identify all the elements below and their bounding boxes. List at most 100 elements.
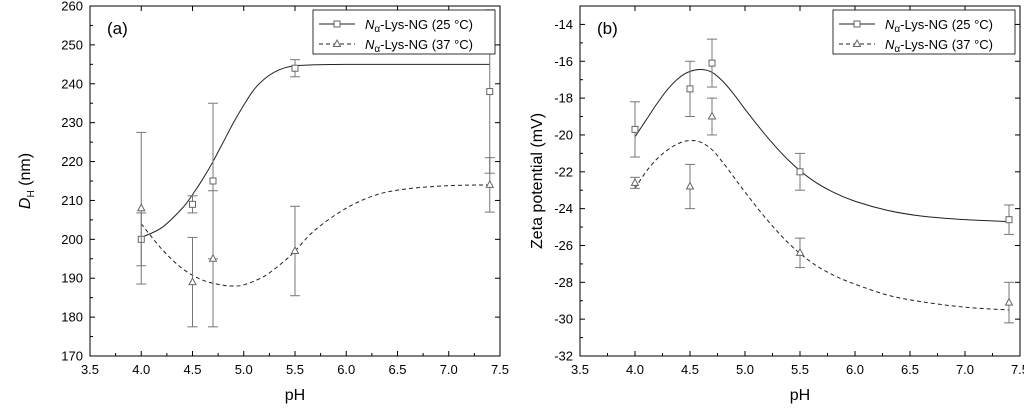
y-tick-label: -26 — [554, 238, 573, 253]
data-point-square — [631, 125, 639, 133]
data-point-triangle — [290, 245, 300, 254]
y-tick-label: -24 — [554, 201, 573, 216]
x-tick-label: 6.5 — [388, 362, 406, 377]
y-tick-label: 250 — [61, 37, 83, 52]
x-tick-label: 6.0 — [846, 362, 864, 377]
legend: Nα-Lys-NG (25 °C)Nα-Lys-NG (37 °C) — [312, 9, 496, 55]
data-point-triangle — [208, 253, 218, 262]
y-axis-title: Zeta potential (mV) — [529, 113, 546, 249]
data-point-square — [686, 85, 694, 93]
y-tick-label: -30 — [554, 312, 573, 327]
data-point-square — [291, 64, 299, 72]
legend-entry-label: Nα-Lys-NG (37 °C) — [885, 37, 993, 55]
y-tick-label: 240 — [61, 76, 83, 91]
y-tick-label: -14 — [554, 17, 573, 32]
data-point-square — [209, 177, 217, 185]
series-25c — [630, 38, 1014, 235]
y-tick-label: 200 — [61, 232, 83, 247]
data-point-triangle — [795, 247, 805, 256]
legend-entry-subscript: α — [894, 24, 900, 35]
legend-entry-subscript: α — [374, 24, 380, 35]
x-tick-label: 4.0 — [132, 362, 150, 377]
legend-entry-label: Nα-Lys-NG (37 °C) — [365, 37, 473, 55]
data-point-triangle — [188, 277, 197, 286]
x-tick-label: 3.5 — [81, 362, 99, 377]
legend-box — [312, 9, 496, 55]
chart-panel-a: 3.5 4.0 4.5 5.0 5.5 6.0 6.5 7.0 7.5 170 180 190 200 2… — [17, 0, 509, 404]
y-tick-label: 210 — [61, 193, 83, 208]
x-tick-label: 5.0 — [736, 362, 754, 377]
x-tick-label: 6.5 — [901, 362, 919, 377]
fit-curve — [634, 69, 1010, 223]
y-tick-label: -20 — [554, 127, 573, 142]
legend-marker-triangle — [852, 38, 862, 47]
y-axis-title-main: D — [17, 197, 34, 209]
legend-entry-subscript: α — [374, 44, 380, 55]
data-point-square — [486, 88, 494, 96]
x-tick-label: 7.5 — [491, 362, 509, 377]
series-37c — [136, 131, 495, 328]
data-point-square — [1005, 216, 1013, 224]
legend-entry-label: Nα-Lys-NG (25 °C) — [365, 17, 473, 35]
y-tick-label: 180 — [61, 310, 83, 325]
x-tick-label: 5.0 — [235, 362, 253, 377]
x-tick-label: 5.5 — [286, 362, 304, 377]
x-tick-label: 4.0 — [626, 362, 644, 377]
legend-entry-subscript: α — [894, 44, 900, 55]
data-point-square — [189, 200, 196, 208]
legend-entry-label: Nα-Lys-NG (25 °C) — [885, 17, 993, 35]
y-tick-label: -28 — [554, 275, 573, 290]
legend-box — [832, 9, 1016, 55]
data-point-square — [796, 168, 804, 176]
legend-entry-italic: N — [365, 17, 375, 32]
x-tick-label: 7.0 — [440, 362, 458, 377]
data-point-triangle — [136, 203, 146, 212]
y-tick-label: -32 — [554, 349, 573, 364]
x-tick-label: 4.5 — [681, 362, 699, 377]
y-tick-label: 220 — [61, 154, 83, 169]
y-axis-title-unit: (nm) — [17, 153, 34, 190]
x-tick-label: 7.5 — [1011, 362, 1024, 377]
fit-curve — [634, 139, 1010, 311]
legend-marker-square — [333, 20, 341, 28]
legend-marker-square — [853, 20, 861, 28]
legend: Nα-Lys-NG (25 °C)Nα-Lys-NG (37 °C) — [832, 9, 1016, 55]
y-tick-label: 170 — [61, 349, 83, 364]
series-37c — [630, 97, 1014, 324]
legend-entry-rest: -Lys-NG (25 °C) — [380, 17, 473, 32]
legend-entry-rest: -Lys-NG (37 °C) — [900, 37, 993, 52]
y-tick-label: -22 — [554, 164, 573, 179]
x-tick-label: 4.5 — [183, 362, 201, 377]
data-point-square — [708, 59, 716, 67]
data-point-triangle — [707, 111, 717, 120]
data-point-triangle — [685, 181, 695, 190]
x-axis-title: pH — [285, 387, 305, 404]
fit-curve — [140, 184, 490, 287]
plot-frame — [89, 5, 501, 357]
data-point-triangle — [1004, 297, 1014, 306]
chart-panel-b: 3.5 4.0 4.5 5.0 5.5 6.0 6.5 7.0 7.5 -32 -30 -28 -26 -… — [529, 5, 1024, 404]
x-tick-label: 5.5 — [791, 362, 809, 377]
y-tick-label: 230 — [61, 115, 83, 130]
panel-label: (a) — [107, 19, 128, 38]
y-axis-title-subscript: H — [26, 190, 37, 197]
x-tick-label: 6.0 — [337, 362, 355, 377]
data-point-triangle — [630, 177, 640, 186]
legend-entry-italic: N — [365, 37, 375, 52]
y-tick-label: -16 — [554, 54, 573, 69]
y-axis-title: DH (nm) — [17, 153, 37, 209]
panel-label: (b) — [597, 19, 618, 38]
fit-curve — [141, 63, 490, 238]
legend-entry-rest: -Lys-NG (37 °C) — [380, 37, 473, 52]
legend-entry-italic: N — [885, 17, 895, 32]
x-axis-title: pH — [790, 387, 810, 404]
x-tick-label: 7.0 — [956, 362, 974, 377]
data-point-triangle — [485, 179, 495, 188]
legend-entry-rest: -Lys-NG (25 °C) — [900, 17, 993, 32]
y-tick-label: 190 — [61, 271, 83, 286]
x-tick-label: 3.5 — [571, 362, 589, 377]
legend-entry-italic: N — [885, 37, 895, 52]
y-tick-label: 260 — [61, 0, 83, 14]
y-tick-label: -18 — [554, 91, 573, 106]
